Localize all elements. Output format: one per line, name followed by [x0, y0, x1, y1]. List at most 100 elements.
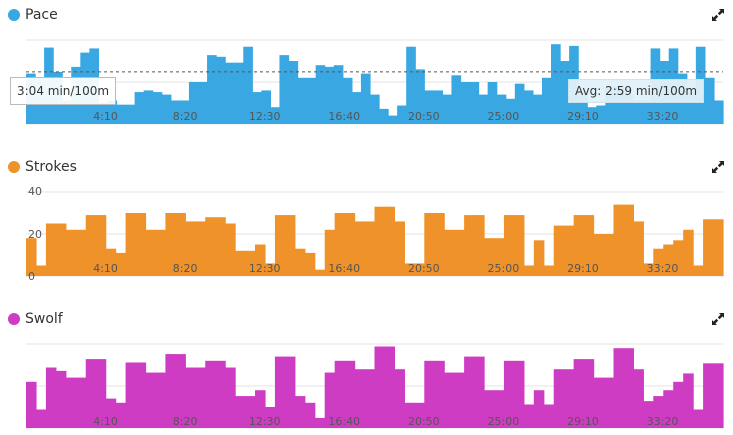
pace-average-label: Avg: 2:59 min/100m — [568, 79, 705, 103]
swolf-bar — [434, 360, 445, 428]
pace-bar — [541, 77, 552, 124]
swolf-x-tick-label: 25:00 — [488, 415, 520, 428]
strokes-bar — [703, 219, 714, 276]
strokes-bar — [65, 229, 77, 276]
strokes-header: Strokes — [8, 158, 77, 176]
strokes-x-tick-label: 16:40 — [328, 262, 360, 275]
pace-bar — [288, 61, 299, 124]
strokes-bar — [444, 229, 455, 276]
swolf-bar — [603, 377, 615, 428]
pace-bar — [587, 107, 597, 124]
strokes-bar — [424, 213, 435, 276]
strokes-bar — [85, 215, 97, 276]
swolf-bar — [523, 404, 535, 428]
strokes-bar — [264, 263, 276, 276]
pace-bar — [460, 82, 471, 124]
swolf-bar — [633, 369, 644, 428]
swolf-bar — [653, 396, 664, 428]
swolf-bar — [454, 372, 465, 428]
strokes-bar — [195, 221, 206, 276]
strokes-bar — [493, 238, 505, 276]
strokes-bar — [95, 215, 107, 276]
pace-bar — [216, 56, 226, 124]
pace-bar — [225, 62, 235, 124]
pace-bar — [397, 105, 407, 124]
swolf-x-tick-label: 20:50 — [408, 415, 440, 428]
strokes-bar — [573, 215, 585, 276]
pace-bar — [369, 94, 380, 124]
strokes-bar — [523, 265, 535, 276]
pace-bar — [179, 100, 190, 124]
strokes-bar — [35, 265, 47, 276]
swolf-bar — [573, 359, 585, 428]
swolf-bar — [713, 363, 724, 428]
strokes-bar — [354, 221, 366, 276]
strokes-bar — [533, 240, 545, 276]
expand-icon[interactable] — [711, 8, 725, 22]
swolf-bar — [493, 390, 505, 428]
pace-bar — [424, 90, 434, 124]
pace-bar — [551, 44, 561, 125]
pace-bar — [143, 90, 154, 124]
swolf-header: Swolf — [8, 310, 63, 328]
strokes-bar — [464, 215, 475, 276]
strokes-bar — [155, 229, 166, 276]
pace-chart[interactable]: 4:10 8:20 12:30 16:40 20:50 25:00 29:10 33:20 — [0, 0, 733, 140]
strokes-bar — [185, 221, 196, 276]
strokes-bar — [474, 215, 485, 276]
expand-icon[interactable] — [711, 312, 725, 326]
swolf-bar — [503, 360, 515, 428]
strokes-bar — [125, 213, 137, 276]
swolf-bar — [75, 377, 87, 428]
swolf-bar — [334, 360, 346, 428]
swolf-bar — [593, 377, 605, 428]
pace-bar — [315, 65, 326, 124]
swolf-legend-dot — [8, 313, 20, 325]
strokes-bar — [205, 217, 216, 276]
pace-bar — [487, 82, 498, 124]
pace-bar — [125, 104, 136, 124]
strokes-bar — [215, 217, 226, 276]
expand-icon[interactable] — [711, 160, 725, 174]
pace-x-tick-label: 8:20 — [173, 110, 198, 123]
strokes-bar — [145, 229, 157, 276]
swolf-bar — [444, 372, 455, 428]
pace-header: Pace — [8, 6, 58, 24]
pace-bar — [532, 94, 543, 124]
pace-bar — [442, 94, 453, 124]
strokes-bar — [175, 213, 186, 276]
strokes-bar — [245, 250, 256, 276]
swolf-bar — [274, 356, 286, 428]
pace-bar — [252, 92, 262, 124]
swolf-chart[interactable]: 4:10 8:20 12:30 16:40 20:50 25:00 29:10 33:20 — [0, 304, 733, 435]
swolf-bar — [673, 381, 684, 428]
strokes-bar — [294, 248, 306, 276]
pace-x-tick-label: 16:40 — [328, 110, 360, 123]
pace-x-tick-label: 25:00 — [488, 110, 520, 123]
swolf-bar — [135, 362, 147, 428]
pace-bar — [713, 100, 724, 124]
pace-bar — [496, 94, 507, 124]
pace-bar — [433, 90, 443, 124]
pace-bar — [406, 46, 416, 124]
strokes-bar — [513, 215, 525, 276]
pace-bar — [152, 92, 163, 124]
swolf-bar — [255, 390, 266, 428]
swolf-bar — [294, 396, 306, 428]
pace-bar — [243, 46, 253, 124]
strokes-x-tick-label: 20:50 — [408, 262, 440, 275]
pace-bar — [523, 90, 534, 124]
strokes-bar — [693, 265, 704, 276]
strokes-bar — [713, 219, 724, 276]
pace-bar — [116, 104, 127, 124]
strokes-bar — [563, 225, 575, 276]
swolf-chart-panel: 4:10 8:20 12:30 16:40 20:50 25:00 29:10 33:20 S… — [0, 304, 733, 435]
pace-bar — [324, 66, 335, 124]
swolf-bar — [354, 369, 366, 428]
pace-bar — [333, 65, 344, 124]
strokes-bar — [105, 248, 117, 276]
swolf-bar — [85, 359, 97, 428]
swolf-bar — [65, 377, 77, 428]
strokes-bar — [255, 244, 266, 276]
strokes-chart[interactable]: 0 20 40 4:10 8:20 12:30 16:40 20:50 25:00 29:10 33… — [0, 152, 733, 292]
